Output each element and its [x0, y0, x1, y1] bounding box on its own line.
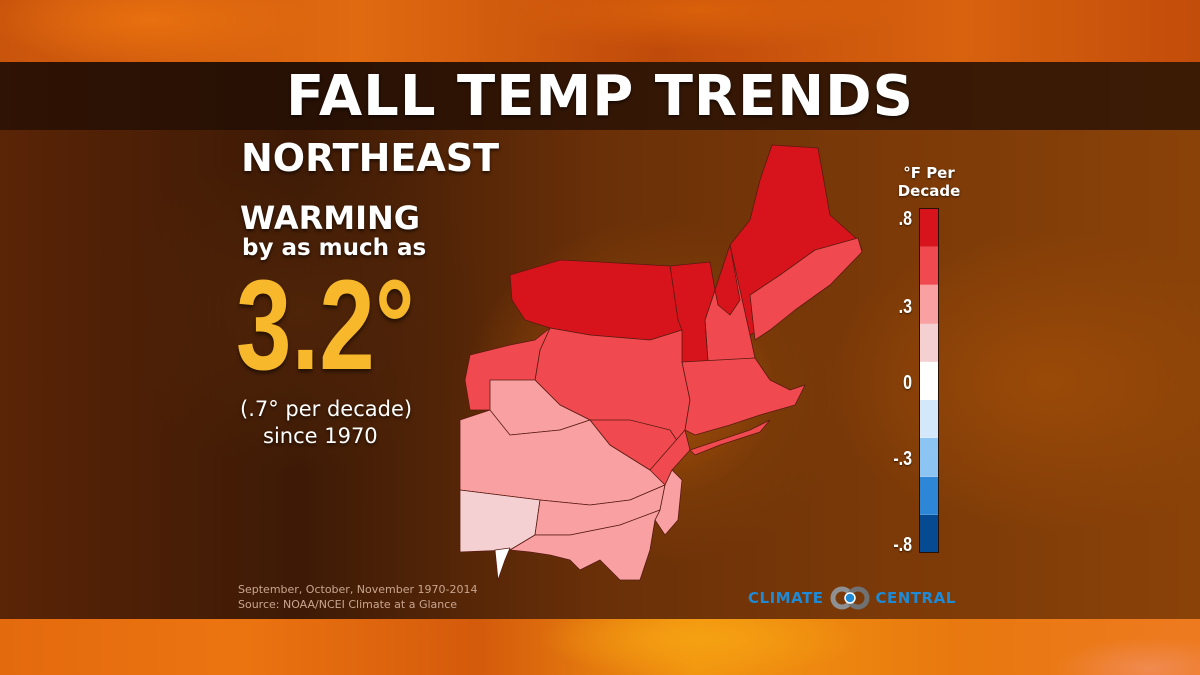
legend-title-line1: °F Per: [903, 164, 955, 182]
legend-tick: 0: [903, 372, 912, 394]
source-period: September, October, November 1970-2014: [238, 583, 478, 596]
legend-swatch-2: [920, 247, 938, 286]
region-subtitle: NORTHEAST: [241, 136, 500, 180]
region-maine-coast: [749, 237, 863, 341]
legend-swatch-8: [920, 476, 938, 515]
page-title: FALL TEMP TRENDS: [285, 64, 914, 129]
region-ny-north: [509, 259, 683, 341]
background-top-band: [0, 0, 1200, 62]
legend-swatch-5: [920, 361, 938, 401]
legend-swatch-1: [920, 209, 938, 248]
color-legend-bar: [919, 208, 939, 553]
region-maryland-delaware: [509, 509, 661, 581]
callout-warming: WARMING: [240, 199, 421, 237]
legend-swatch-4: [920, 323, 938, 362]
callout-value: 3.2°: [236, 254, 415, 397]
legend-swatch-9: [920, 514, 938, 552]
callout-rate: (.7° per decade): [240, 397, 413, 421]
legend-title-line2: Decade: [897, 182, 961, 200]
legend-tick: .8: [898, 208, 912, 230]
source-note: September, October, November 1970-2014 S…: [238, 582, 478, 612]
region-nj-north: [649, 429, 691, 486]
region-long-island: [689, 419, 771, 456]
legend-swatch-3: [920, 285, 938, 324]
logo-rings-icon: [830, 586, 869, 610]
legend-tick: .3: [898, 296, 912, 318]
legend-swatch-6: [920, 400, 938, 439]
callout-since: since 1970: [263, 424, 378, 448]
title-band: [0, 62, 1200, 130]
legend-title: °F Per Decade: [884, 164, 974, 200]
logo-text-left: CLIMATE: [748, 589, 824, 607]
climate-central-logo: CLIMATE CENTRAL: [748, 586, 956, 610]
region-southern-new-england: [681, 357, 806, 436]
background-bottom-band: [0, 619, 1200, 675]
region-new-hampshire-north: [714, 244, 741, 316]
legend-tick: -.3: [893, 448, 912, 470]
region-ny-west: [464, 327, 551, 411]
northeast-map: [459, 144, 863, 581]
logo-text-right: CENTRAL: [875, 589, 956, 607]
legend-swatch-7: [920, 438, 938, 477]
region-white-sliver: [494, 547, 511, 581]
legend-tick: -.8: [893, 534, 912, 556]
source-attribution: Source: NOAA/NCEI Climate at a Glance: [238, 598, 458, 611]
callout-by-as-much-as: by as much as: [242, 235, 427, 261]
